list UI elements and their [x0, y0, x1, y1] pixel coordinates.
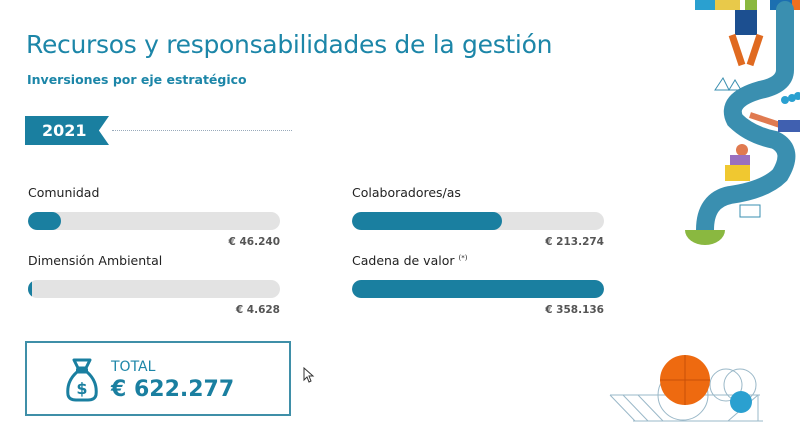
illustration-river-people: [685, 0, 800, 245]
total-value: € 622.277: [111, 377, 235, 402]
progress-bar: [28, 212, 280, 230]
metric-colaboradores: Colaboradores/as € 213.274: [352, 185, 604, 248]
progress-bar: [352, 280, 604, 298]
total-card: $ TOTAL € 622.277: [25, 341, 291, 416]
page-title: Recursos y responsabilidades de la gesti…: [26, 30, 553, 59]
year-badge: 2021: [25, 116, 109, 145]
divider: [112, 130, 292, 131]
metric-cadena-de-valor: Cadena de valor (*) € 358.136: [352, 253, 604, 316]
metric-label: Comunidad: [28, 185, 100, 200]
metric-amount: € 4.628: [235, 304, 280, 316]
illustration-geometric-shapes: [609, 355, 763, 422]
footnote-marker: (*): [458, 253, 468, 262]
page-subtitle: Inversiones por eje estratégico: [27, 72, 247, 87]
metric-label: Colaboradores/as: [352, 185, 461, 200]
progress-bar: [352, 212, 604, 230]
total-label: TOTAL: [111, 359, 156, 375]
metric-amount: € 213.274: [545, 236, 604, 248]
progress-fill: [352, 280, 604, 298]
svg-text:$: $: [76, 379, 87, 398]
metric-dimension-ambiental: Dimensión Ambiental € 4.628: [28, 253, 280, 316]
mouse-cursor-icon: [303, 367, 315, 383]
metric-label-text: Cadena de valor: [352, 253, 455, 268]
metric-label: Cadena de valor (*): [352, 253, 604, 271]
progress-bar: [28, 280, 280, 298]
metric-amount: € 46.240: [228, 236, 280, 248]
metric-amount: € 358.136: [545, 304, 604, 316]
money-bag-icon: $: [66, 358, 98, 402]
progress-fill: [352, 212, 503, 230]
progress-fill: [28, 212, 61, 230]
metric-label: Dimensión Ambiental: [28, 253, 163, 268]
metric-comunidad: Comunidad € 46.240: [28, 185, 280, 248]
progress-fill: [28, 280, 32, 298]
